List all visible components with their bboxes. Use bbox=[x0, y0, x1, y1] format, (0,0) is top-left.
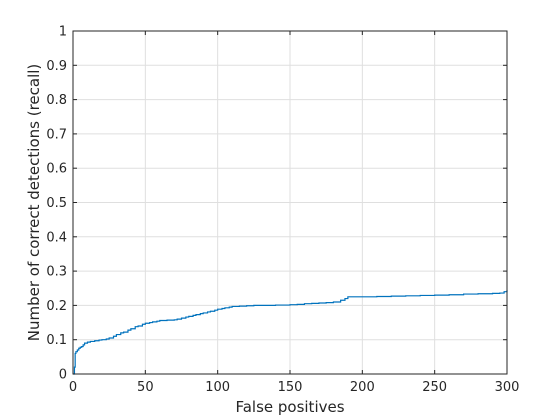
x-tick-label: 150 bbox=[278, 380, 303, 395]
x-tick-label: 200 bbox=[350, 380, 375, 395]
y-tick-label: 0.1 bbox=[46, 333, 67, 348]
y-tick-label: 0.7 bbox=[46, 127, 67, 142]
y-tick-label: 0.2 bbox=[46, 299, 67, 314]
y-tick-label: 0.6 bbox=[46, 162, 67, 177]
x-tick-label: 50 bbox=[137, 380, 154, 395]
tick-labels: 0 50 100 150 200 250 300 0 0.1 0.2 0.3 0.4 0.5 0.6 0.7… bbox=[46, 25, 519, 396]
y-axis-label: Number of correct detections (recall) bbox=[25, 64, 43, 342]
series-layer bbox=[73, 289, 508, 375]
y-tick-label: 1 bbox=[59, 25, 67, 40]
y-tick-label: 0.8 bbox=[46, 93, 67, 108]
y-tick-label: 0 bbox=[59, 368, 67, 383]
x-tick-label: 250 bbox=[422, 380, 447, 395]
y-tick-label: 0.3 bbox=[46, 265, 67, 280]
x-tick-label: 0 bbox=[69, 380, 77, 395]
ticks bbox=[72, 30, 508, 375]
plot-area bbox=[72, 30, 508, 375]
recall-series-line bbox=[73, 289, 508, 375]
x-tick-label: 300 bbox=[495, 380, 520, 395]
y-tick-label: 0.9 bbox=[46, 59, 67, 74]
x-axis-label: False positives bbox=[235, 398, 344, 416]
y-tick-label: 0.4 bbox=[46, 230, 67, 245]
x-tick-label: 100 bbox=[205, 380, 230, 395]
y-tick-label: 0.5 bbox=[46, 196, 67, 211]
